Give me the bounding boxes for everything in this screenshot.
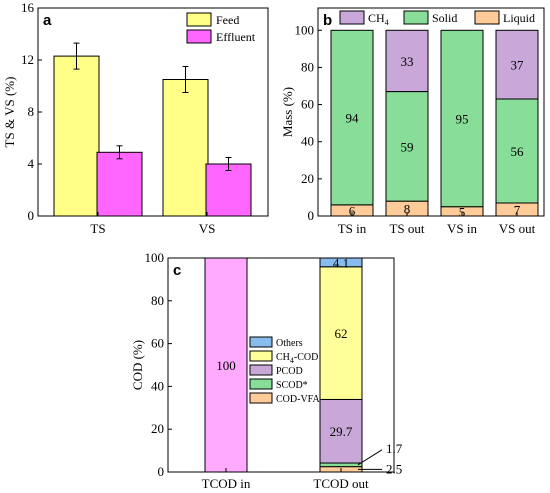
segment-value-label: 94	[346, 111, 360, 126]
y-tick-label: 40	[301, 134, 314, 149]
legend-swatch-effluent	[186, 29, 212, 44]
bar-effluent-ts	[96, 151, 143, 217]
legend-swatch-ch4	[339, 10, 365, 25]
legend-swatch-liquid	[474, 10, 500, 25]
legend-swatch-cod-vfa	[249, 392, 273, 404]
legend-label-ch4-cod: CH4-COD	[276, 352, 318, 365]
bar-segment-pcod	[319, 398, 363, 464]
y-tick-label: 80	[151, 293, 164, 308]
bar-effluent-vs	[205, 163, 252, 217]
panel-a-ylabel: TS & VS (%)	[2, 77, 17, 148]
panel-b-letter: b	[323, 12, 332, 29]
y-tick-label: 8	[28, 104, 35, 119]
legend-swatch-solid	[403, 10, 429, 25]
legend-label-liquid: Liquid	[503, 11, 535, 25]
legend-label-pcod: PCOD	[276, 366, 303, 377]
panel-b-ylabel: Mass (%)	[280, 87, 295, 137]
bar-segment-ch4-cod	[319, 266, 363, 400]
y-tick-label: 40	[151, 378, 164, 393]
x-tick-label: VS	[199, 221, 216, 236]
bar-segment-solid-vs-out	[495, 98, 539, 204]
panel-a-chart: a 0 4 8 12 16 TS VS TS & VS (%) Feed Effluent	[2, 0, 269, 236]
y-tick-label: 100	[295, 22, 315, 37]
y-tick-label: 100	[145, 250, 165, 265]
bar-feed-ts	[53, 55, 100, 217]
segment-value-label: 4.1	[333, 255, 349, 270]
bar-segment-ch4-ts-out	[385, 29, 429, 93]
y-tick-label: 80	[301, 59, 314, 74]
bar-segment-solid-ts-out	[385, 91, 429, 202]
legend-label-feed: Feed	[216, 13, 239, 27]
bar-segment-ch4-vs-out	[495, 29, 539, 100]
legend-label-effluent: Effluent	[216, 30, 256, 44]
bar-feed-vs	[162, 79, 209, 217]
panel-c-letter: c	[173, 262, 181, 279]
bar-segment-others	[319, 257, 363, 268]
segment-value-label: 56	[511, 144, 525, 159]
legend-swatch-others	[249, 336, 273, 348]
x-tick-label: TCOD in	[202, 476, 251, 491]
segment-value-label: 29.7	[330, 424, 353, 439]
bar-segment-solid-vs-in	[440, 29, 484, 208]
panel-c-frame	[167, 257, 395, 473]
legend-swatch-feed	[186, 12, 212, 27]
y-tick-label: 60	[301, 97, 314, 112]
y-tick-label: 0	[28, 208, 35, 223]
legend-label-scod-: SCOD*	[276, 380, 308, 391]
segment-value-label: 7	[514, 203, 521, 218]
bar-tcod-in	[204, 257, 248, 473]
y-tick-label: 20	[301, 171, 314, 186]
y-tick-label: 12	[21, 52, 34, 67]
x-tick-label: TS	[90, 221, 105, 236]
legend-swatch-ch4-cod	[249, 350, 273, 362]
x-tick-label: TS out	[389, 221, 424, 236]
y-tick-label: 20	[151, 421, 164, 436]
panel-b-chart: b 6 94 8 59 33 5 95 7 56 37 0 20 40 60 80 100 TS in TS …	[280, 7, 545, 236]
bar-segment-scod-	[319, 462, 363, 468]
legend-label-cod-vfa: COD-VFA	[276, 394, 320, 405]
panel-c-chart: c 100 2.5 1.7 29.7 62 4.1 0 20 40 60 80 100 TCOD i…	[130, 250, 403, 491]
panel-b-frame	[317, 7, 545, 217]
segment-value-label: 6	[349, 203, 356, 218]
segment-value-label: 62	[335, 326, 348, 341]
y-tick-label: 16	[21, 0, 35, 15]
x-tick-label: VS in	[447, 221, 477, 236]
legend-label-others: Others	[276, 338, 303, 349]
y-tick-label: 60	[151, 336, 164, 351]
y-tick-label: 0	[308, 208, 315, 223]
y-tick-label: 0	[158, 464, 165, 479]
x-tick-label: VS out	[499, 221, 536, 236]
segment-value-label: 8	[404, 202, 411, 217]
panel-c-ylabel: COD (%)	[130, 340, 145, 390]
segment-value-label: 37	[511, 58, 525, 73]
segment-value-label: 100	[216, 358, 236, 373]
legend-label-ch4: CH4	[368, 11, 389, 27]
segment-value-label: 95	[456, 112, 469, 127]
segment-value-label: 5	[459, 204, 466, 219]
legend-swatch-pcod	[249, 364, 273, 376]
x-tick-label: TCOD out	[313, 476, 369, 491]
y-tick-label: 4	[28, 156, 35, 171]
segment-value-label: 59	[401, 139, 414, 154]
legend-swatch-scod-	[249, 378, 273, 390]
panel-a-letter: a	[43, 12, 52, 29]
segment-value-label: 1.7	[386, 441, 403, 456]
legend-label-solid: Solid	[432, 11, 457, 25]
segment-value-label: 33	[401, 54, 414, 69]
segment-value-label: 2.5	[386, 461, 402, 476]
x-tick-label: TS in	[338, 221, 367, 236]
bar-segment-solid-ts-in	[330, 29, 374, 206]
